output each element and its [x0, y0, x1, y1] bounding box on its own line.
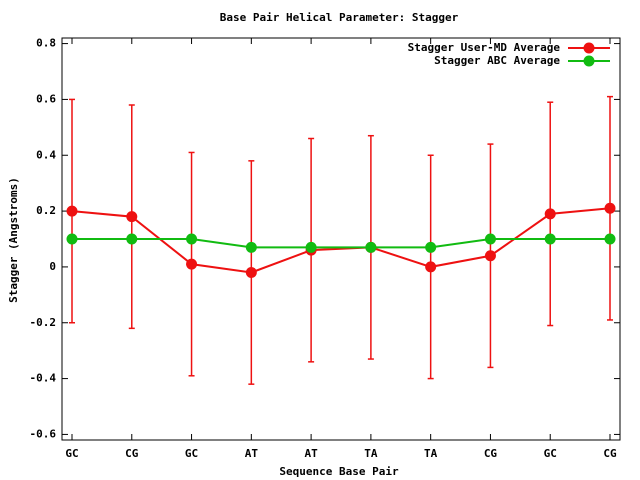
x-tick-label: GC: [65, 447, 78, 460]
point: [365, 241, 377, 253]
point: [425, 241, 437, 253]
plot-frame: [61, 37, 621, 441]
x-tick-label: AT: [304, 447, 318, 460]
x-tick-label: CG: [484, 447, 498, 460]
x-tick-label: TA: [424, 447, 438, 460]
x-tick-label: GC: [185, 447, 198, 460]
legend-marker: [583, 42, 595, 54]
x-tick-label: CG: [125, 447, 139, 460]
point: [604, 202, 616, 214]
y-tick-label: 0.6: [36, 92, 56, 105]
legend-label: Stagger User-MD Average: [408, 41, 561, 54]
y-tick-label: 0: [49, 260, 56, 273]
legend-marker: [583, 55, 595, 67]
point: [245, 241, 257, 253]
y-tick-label: -0.4: [30, 372, 57, 385]
series-line: [72, 238, 610, 249]
point: [544, 233, 556, 245]
point: [425, 261, 437, 273]
point: [126, 211, 138, 223]
point: [305, 241, 317, 253]
series-line: [71, 207, 611, 274]
y-tick-label: -0.6: [30, 427, 57, 440]
x-tick-label: GC: [544, 447, 557, 460]
point: [245, 267, 257, 278]
y-axis-label: Stagger (Angstroms): [7, 177, 20, 303]
point: [186, 258, 198, 270]
point: [544, 208, 556, 220]
point: [484, 233, 496, 245]
point: [186, 233, 198, 245]
point: [604, 233, 616, 245]
y-tick-label: 0.4: [36, 148, 56, 161]
y-tick-label: 0.8: [36, 37, 56, 50]
point: [66, 205, 78, 217]
x-tick-label: AT: [245, 447, 259, 460]
y-tick-label: 0.2: [36, 204, 56, 217]
legend-label: Stagger ABC Average: [434, 54, 560, 67]
chart-title: Base Pair Helical Parameter: Stagger: [220, 11, 459, 24]
y-tick-label: -0.2: [30, 316, 57, 329]
x-tick-label: CG: [603, 447, 617, 460]
point: [66, 233, 78, 245]
point: [484, 250, 496, 262]
point: [126, 233, 138, 245]
x-tick-label: TA: [364, 447, 378, 460]
x-axis-label: Sequence Base Pair: [279, 465, 399, 478]
